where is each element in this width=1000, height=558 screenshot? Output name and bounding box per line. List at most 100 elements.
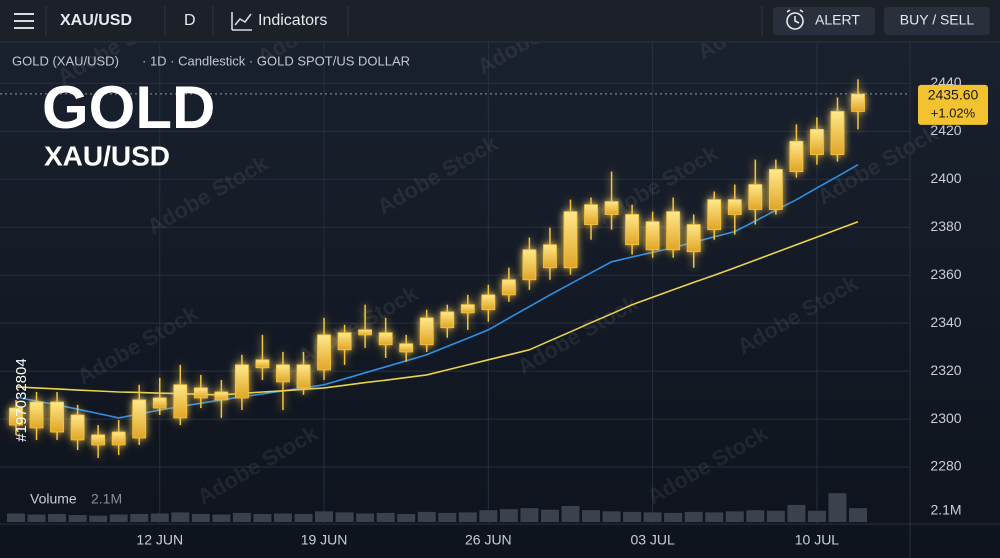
- candle-body: [563, 211, 578, 269]
- volume-bar: [253, 514, 272, 522]
- candle-body: [111, 431, 126, 446]
- volume-label: Volume: [30, 491, 77, 507]
- candle-body: [522, 249, 537, 281]
- volume-bar: [294, 514, 313, 522]
- x-tick-label: 19 JUN: [301, 532, 348, 548]
- volume-bar: [150, 513, 169, 522]
- candle-body: [748, 184, 763, 210]
- candle-body: [543, 244, 557, 269]
- candle-body: [337, 332, 352, 351]
- volume-bar: [623, 511, 642, 522]
- volume-bar: [787, 504, 806, 522]
- candle-body: [50, 401, 64, 433]
- candle-body: [235, 364, 249, 399]
- volume-bar: [27, 514, 46, 522]
- candle-body: [481, 294, 496, 311]
- x-tick-label: 10 JUL: [795, 532, 840, 548]
- candle-body: [9, 407, 23, 426]
- candle-body: [789, 140, 804, 173]
- moving-average-line: [15, 164, 859, 419]
- trade-button[interactable]: [884, 7, 990, 35]
- candle-body: [193, 387, 208, 399]
- volume-bar: [643, 512, 662, 522]
- candle-body: [358, 329, 373, 336]
- volume-bar: [746, 510, 765, 522]
- volume-bar: [540, 509, 559, 522]
- volume-bar: [438, 512, 457, 522]
- chart-details: · 1D · Candlestick · GOLD SPOT/US DOLLAR: [142, 53, 410, 68]
- menu-button[interactable]: [14, 13, 34, 29]
- interval[interactable]: D: [184, 12, 196, 29]
- candle-body: [152, 397, 167, 409]
- candle-body: [625, 214, 639, 246]
- trade-label[interactable]: BUY / SELL: [900, 12, 975, 28]
- volume-bar: [68, 515, 87, 522]
- volume-bar: [417, 511, 436, 522]
- y-tick-label: 2300: [930, 410, 961, 426]
- volume-readout: 2.1M: [91, 491, 122, 507]
- y-tick-label: 2320: [930, 362, 961, 378]
- volume-bar: [232, 512, 251, 522]
- x-tick-label: 03 JUL: [630, 532, 675, 548]
- candles: [9, 79, 865, 458]
- indicators-icon: [231, 12, 252, 31]
- volume-bar: [479, 510, 498, 522]
- volume-bar: [335, 512, 354, 522]
- volume-bar: [397, 514, 416, 522]
- candle-body: [276, 364, 290, 383]
- candle-body: [255, 359, 270, 369]
- y-tick-label: 2280: [930, 458, 961, 474]
- volume-bar: [356, 513, 375, 522]
- volume-bar: [130, 514, 149, 522]
- volume-bar: [315, 511, 334, 522]
- symbol[interactable]: XAU/USD: [60, 12, 132, 29]
- volume-bar: [828, 493, 847, 522]
- alert-icon: [786, 9, 804, 30]
- volume-bar: [48, 514, 67, 522]
- volume-bar: [766, 510, 785, 522]
- alert-label[interactable]: ALERT: [815, 12, 860, 28]
- volume-bar: [520, 508, 539, 522]
- volume-bar: [109, 514, 128, 522]
- volume-bar: [602, 511, 621, 522]
- volume-bar: [89, 515, 108, 522]
- candle-body: [399, 343, 414, 353]
- volume-pane: [7, 493, 867, 522]
- instrument: GOLD (XAU/USD): [12, 53, 119, 68]
- x-tick-label: 12 JUN: [136, 532, 183, 548]
- volume-bar: [725, 511, 744, 522]
- candle-body: [70, 414, 85, 441]
- candle-body: [768, 169, 783, 210]
- volume-bar: [849, 508, 867, 522]
- candle-body: [460, 304, 475, 314]
- volume-bar: [561, 506, 580, 522]
- stock-id: #197032804: [13, 358, 30, 441]
- candle-body: [686, 224, 701, 253]
- volume-bar: [582, 510, 601, 522]
- price-tag-change: +1.02%: [931, 105, 976, 120]
- candle-body: [501, 279, 516, 296]
- volume-bar: [705, 512, 724, 522]
- candle-body: [604, 201, 619, 215]
- candle-body: [317, 334, 331, 371]
- price-tag: [918, 84, 988, 125]
- candle-body: [132, 399, 147, 439]
- x-tick-label: 26 JUN: [465, 532, 512, 548]
- big-title: GOLD: [42, 74, 215, 141]
- y-tick-label: 2340: [930, 314, 961, 330]
- indicators-button[interactable]: Indicators: [258, 12, 327, 29]
- candle-body: [214, 391, 229, 401]
- y-tick-label: 2380: [930, 218, 961, 234]
- candle-body: [584, 204, 598, 225]
- volume-bar: [273, 513, 292, 522]
- y-tick-label: 2420: [930, 122, 961, 138]
- candle-body: [419, 317, 434, 346]
- grid: [0, 42, 910, 524]
- volume-tick-label: 2.1M: [930, 502, 961, 518]
- y-tick-label: 2360: [930, 266, 961, 282]
- candle-body: [810, 129, 824, 155]
- big-subtitle: XAU/USD: [44, 140, 170, 171]
